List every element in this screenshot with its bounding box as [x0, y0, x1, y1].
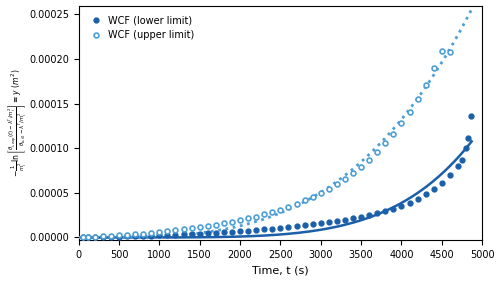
WCF (upper limit) — [422, 83, 428, 86]
WCF (upper limit) — [447, 50, 453, 54]
WCF (upper limit) — [148, 231, 154, 235]
WCF (upper limit) — [439, 49, 445, 52]
WCF (lower limit) — [468, 114, 474, 118]
WCF (upper limit) — [124, 233, 130, 237]
WCF (upper limit) — [270, 210, 276, 214]
Line: WCF (lower limit): WCF (lower limit) — [80, 114, 473, 240]
WCF (lower limit) — [326, 221, 332, 224]
WCF (upper limit) — [221, 222, 227, 225]
Legend: WCF (lower limit), WCF (upper limit): WCF (lower limit), WCF (upper limit) — [84, 10, 199, 45]
WCF (upper limit) — [229, 220, 235, 224]
WCF (lower limit) — [221, 230, 227, 234]
WCF (upper limit) — [213, 223, 219, 226]
WCF (upper limit) — [430, 67, 436, 70]
WCF (upper limit) — [172, 229, 178, 232]
WCF (upper limit) — [253, 215, 259, 218]
WCF (upper limit) — [140, 232, 146, 235]
WCF (upper limit) — [132, 232, 138, 236]
WCF (upper limit) — [318, 191, 324, 194]
WCF (upper limit) — [382, 142, 388, 145]
WCF (upper limit) — [294, 202, 300, 205]
WCF (upper limit) — [262, 213, 268, 216]
WCF (upper limit) — [92, 235, 98, 239]
WCF (upper limit) — [278, 208, 283, 211]
WCF (upper limit) — [398, 122, 404, 125]
WCF (upper limit) — [237, 219, 243, 222]
WCF (upper limit) — [342, 177, 348, 180]
WCF (upper limit) — [245, 217, 251, 220]
WCF (upper limit) — [374, 150, 380, 153]
WCF (upper limit) — [350, 171, 356, 175]
WCF (upper limit) — [302, 199, 308, 202]
WCF (upper limit) — [196, 226, 202, 229]
WCF (upper limit) — [180, 228, 186, 231]
WCF (upper limit) — [390, 132, 396, 135]
Line: WCF (upper limit): WCF (upper limit) — [80, 48, 452, 240]
WCF (upper limit) — [164, 230, 170, 233]
WCF (upper limit) — [414, 97, 420, 101]
X-axis label: Time, t (s): Time, t (s) — [252, 266, 308, 275]
WCF (upper limit) — [100, 235, 106, 238]
WCF (lower limit) — [108, 235, 114, 238]
WCF (upper limit) — [156, 230, 162, 234]
WCF (lower limit) — [270, 227, 276, 230]
WCF (upper limit) — [358, 165, 364, 168]
WCF (lower limit) — [342, 218, 348, 222]
WCF (upper limit) — [334, 182, 340, 185]
WCF (upper limit) — [108, 234, 114, 237]
WCF (lower limit) — [80, 236, 86, 239]
WCF (upper limit) — [86, 235, 91, 239]
WCF (upper limit) — [116, 234, 122, 237]
Y-axis label: $-\frac{1}{m_i^2}\ln\left[\frac{\theta_{i,exp}(t)-\lambda^{\Gamma}/m_i^2}{\theta: $-\frac{1}{m_i^2}\ln\left[\frac{\theta_{… — [6, 69, 28, 177]
WCF (upper limit) — [310, 195, 316, 199]
WCF (upper limit) — [366, 158, 372, 161]
WCF (lower limit) — [455, 164, 461, 168]
WCF (upper limit) — [286, 205, 292, 209]
WCF (upper limit) — [326, 187, 332, 190]
WCF (upper limit) — [80, 236, 86, 239]
WCF (upper limit) — [406, 110, 412, 114]
WCF (upper limit) — [205, 225, 211, 228]
WCF (upper limit) — [188, 227, 194, 230]
